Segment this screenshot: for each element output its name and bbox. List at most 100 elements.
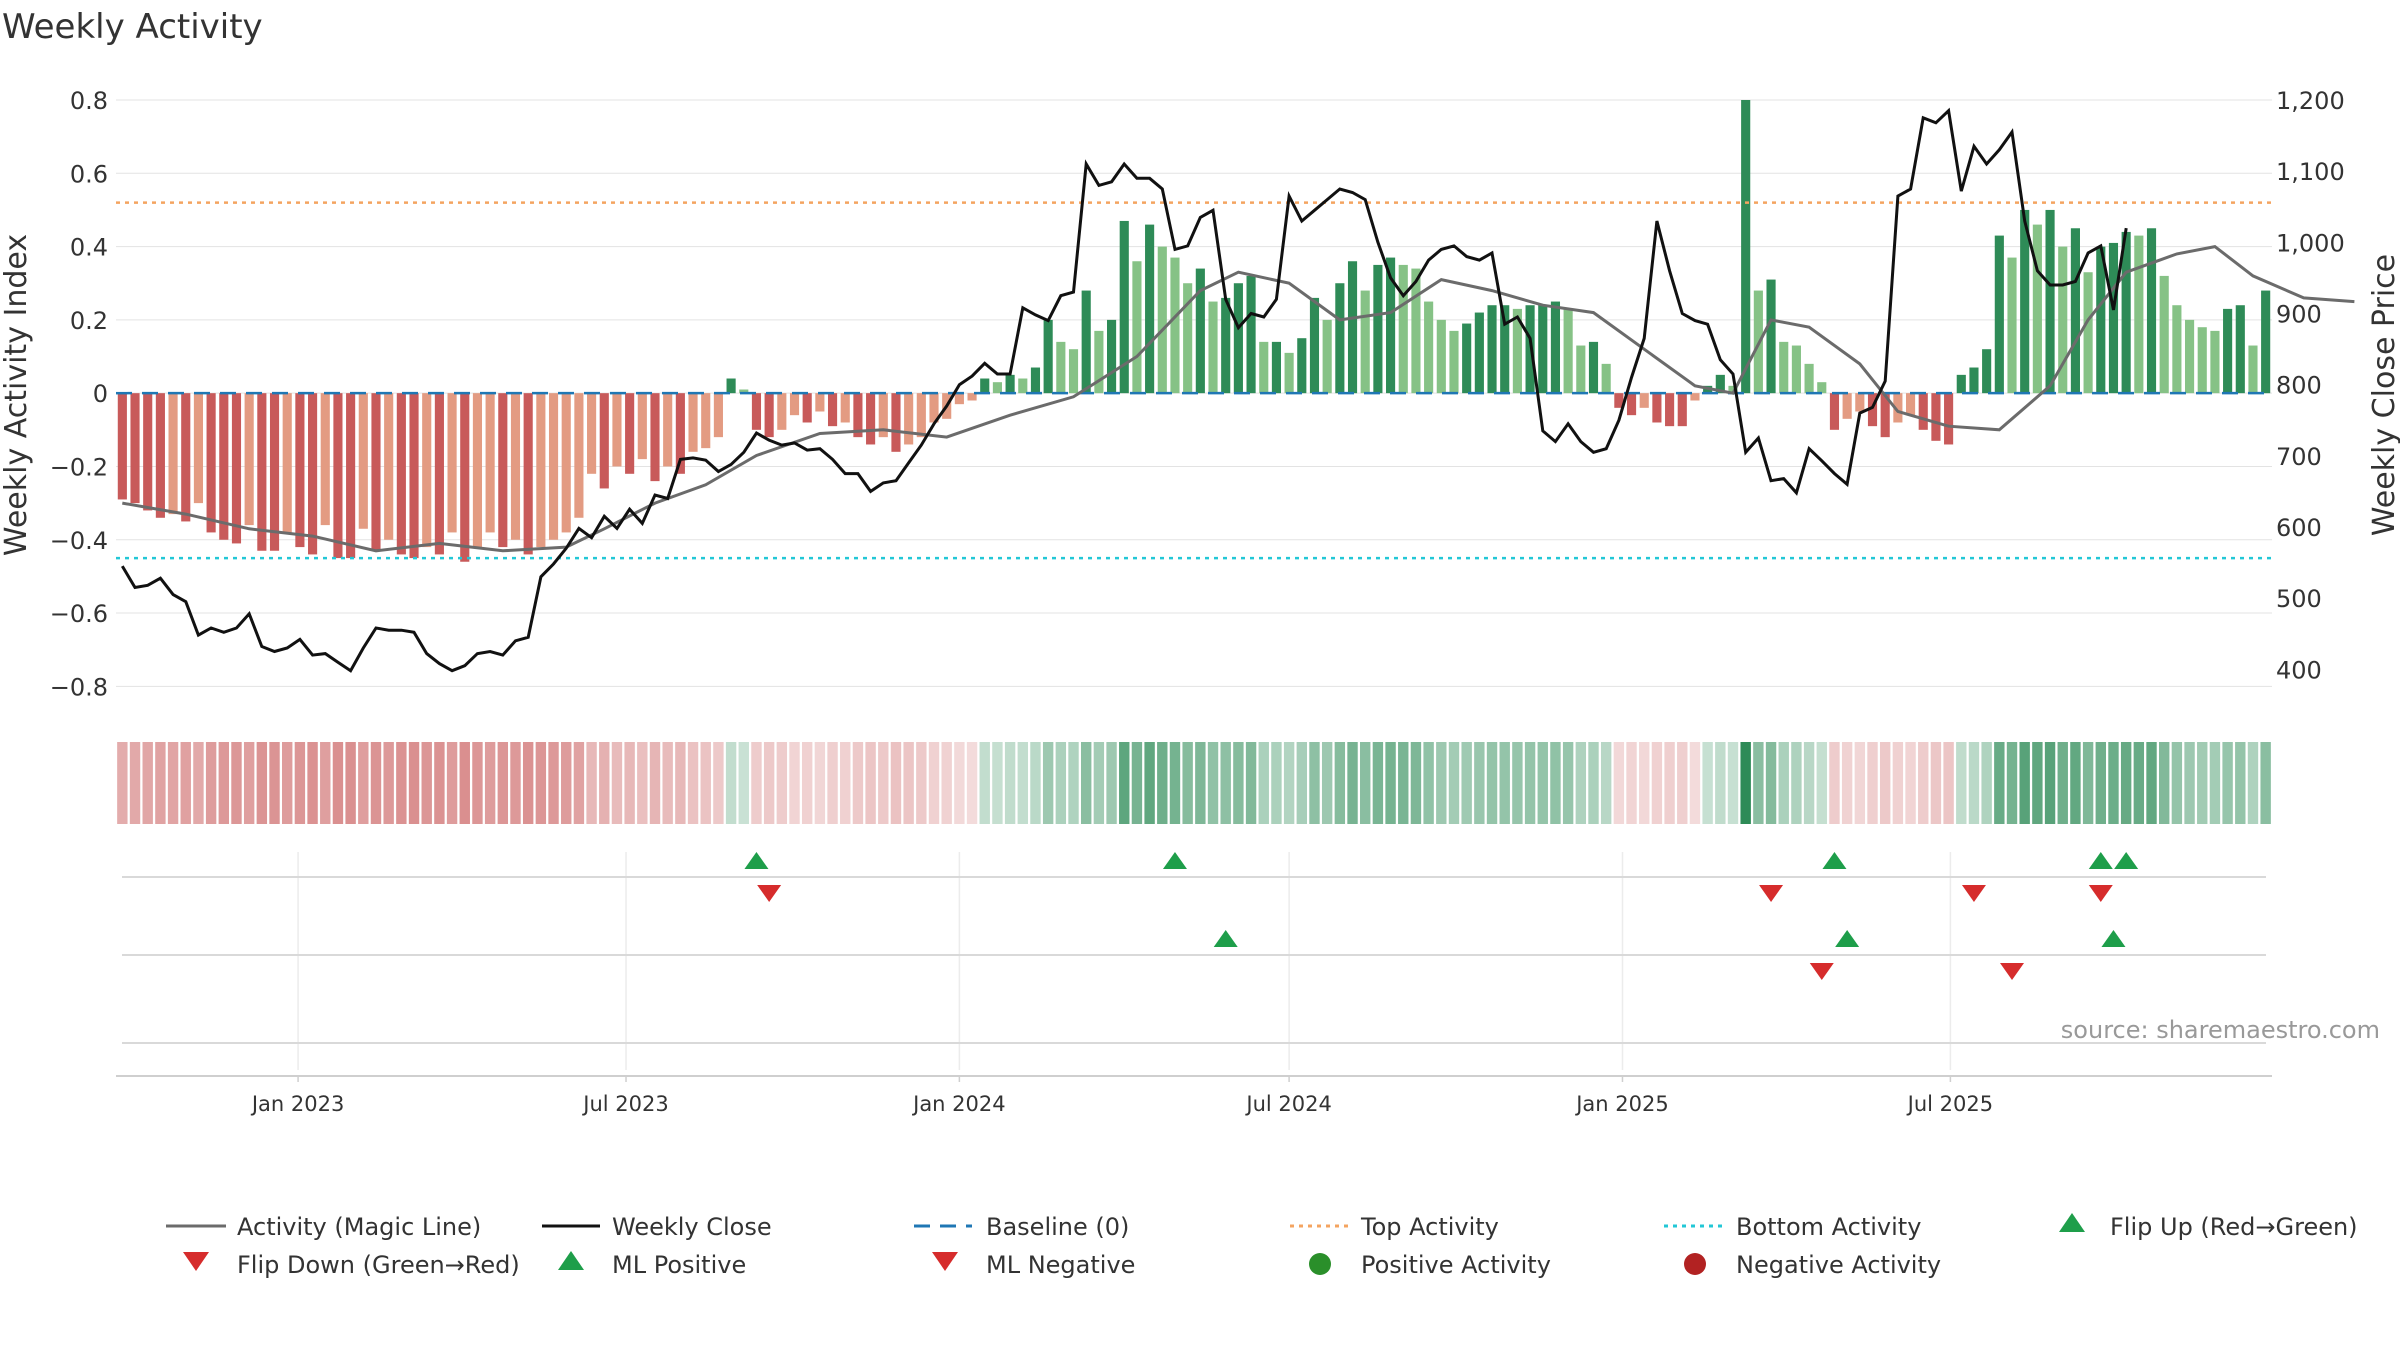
activity-bar [1284,352,1294,394]
legend-ml-positive-label: ML Positive [612,1251,746,1279]
activity-bar [675,393,685,474]
x-tick-label: Jan 2025 [1574,1092,1669,1116]
strip-cell [1905,742,1916,824]
strip-cell [1220,742,1231,824]
activity-bar [346,393,356,559]
activity-bar [1068,349,1079,394]
magic-line-series [122,244,2355,553]
legend-baseline-label: Baseline (0) [986,1213,1129,1241]
x-tick-label: Jul 2025 [1906,1092,1993,1116]
strip-cell [1613,742,1625,824]
activity-bar [1652,393,1662,423]
activity-bar [1347,261,1358,394]
strip-cell [396,742,407,824]
activity-bar [320,393,330,526]
strip-cell [1626,742,1637,824]
y-tick-label: −0.4 [50,527,108,555]
flip-up-marker [2114,852,2139,869]
activity-bar [1018,378,1028,394]
activity-bar [992,382,1002,394]
strip-cell [573,742,585,824]
strip-cell [1296,742,1307,824]
strip-cell [1182,742,1193,824]
activity-bar [1081,290,1091,394]
activity-bar [1588,341,1599,394]
x-tick-label: Jul 2024 [1244,1092,1331,1116]
activity-bar [1119,220,1129,394]
strip-cell [1499,742,1510,824]
strip-cell [1385,742,1396,824]
activity-bar [929,393,939,423]
activity-bar [1918,393,1928,430]
strip-cell [1841,742,1853,824]
strip-cell [2235,742,2246,824]
strip-cell [1360,742,1371,824]
strip-cell [1740,742,1751,824]
strip-cell [2070,742,2081,824]
strip-cell [1512,742,1523,824]
legend-ml-negative-swatch [932,1252,958,1271]
strip-cell [2032,742,2043,824]
strip-cell [738,742,749,824]
activity-bar [967,393,977,401]
strip-cell [510,742,521,824]
strip-cell [789,742,800,824]
activity-bar [1005,374,1015,394]
activity-bar [1233,283,1243,394]
strip-cell [1600,742,1612,824]
activity-bar [485,393,495,533]
y-tick-label: −0.8 [50,673,108,701]
activity-bar [2020,209,2030,394]
activity-bar [219,393,229,540]
strip-cell [1042,742,1054,824]
strip-cell [1765,742,1777,824]
activity-bar [1157,246,1167,394]
strip-cell [1030,742,1041,824]
y2-tick-label: 600 [2276,514,2322,542]
activity-bar [181,393,191,522]
activity-bar [2032,224,2042,394]
strip-cell [383,742,394,824]
strip-cell [1017,742,1028,824]
strip-cell [992,742,1003,824]
activity-bar [295,393,305,548]
event-panels [116,852,2272,1077]
activity-bar [764,393,774,438]
strip-cell [2184,742,2195,824]
strip-cell [776,742,788,824]
strip-cell [713,742,724,824]
y-tick-label: 0.2 [70,307,108,335]
flip-up-marker [1162,852,1187,869]
activity-bar [1715,374,1725,394]
strip-cell [320,742,331,824]
strip-cell [1055,742,1067,824]
activity-bar [954,393,964,405]
activity-bar [1538,305,1548,394]
activity-bar [244,393,254,526]
activity-bar [789,393,800,416]
activity-bar [117,393,127,500]
activity-bar [2235,305,2245,394]
ml-positive-marker [1213,930,1238,947]
legend-flip-down-swatch [183,1252,209,1271]
strip-cell [1131,742,1143,824]
strip-cell [2247,742,2259,824]
activity-bar [1030,367,1041,394]
flip-down-marker [1759,885,1784,902]
strip-cell [472,742,483,824]
activity-bar [713,393,723,438]
activity-bar [434,393,444,555]
reference-lines [116,201,2272,560]
activity-bar [1563,308,1573,394]
strip-cell [117,742,128,824]
strip-cell [1321,742,1333,824]
activity-bar [1982,349,1992,394]
strip-cell [1918,742,1929,824]
activity-bar [751,393,762,430]
strip-cell [1727,742,1739,824]
y2-tick-label: 900 [2276,300,2322,328]
activity-bar [840,393,850,423]
activity-bar [650,393,660,482]
activity-bar [1665,393,1675,427]
